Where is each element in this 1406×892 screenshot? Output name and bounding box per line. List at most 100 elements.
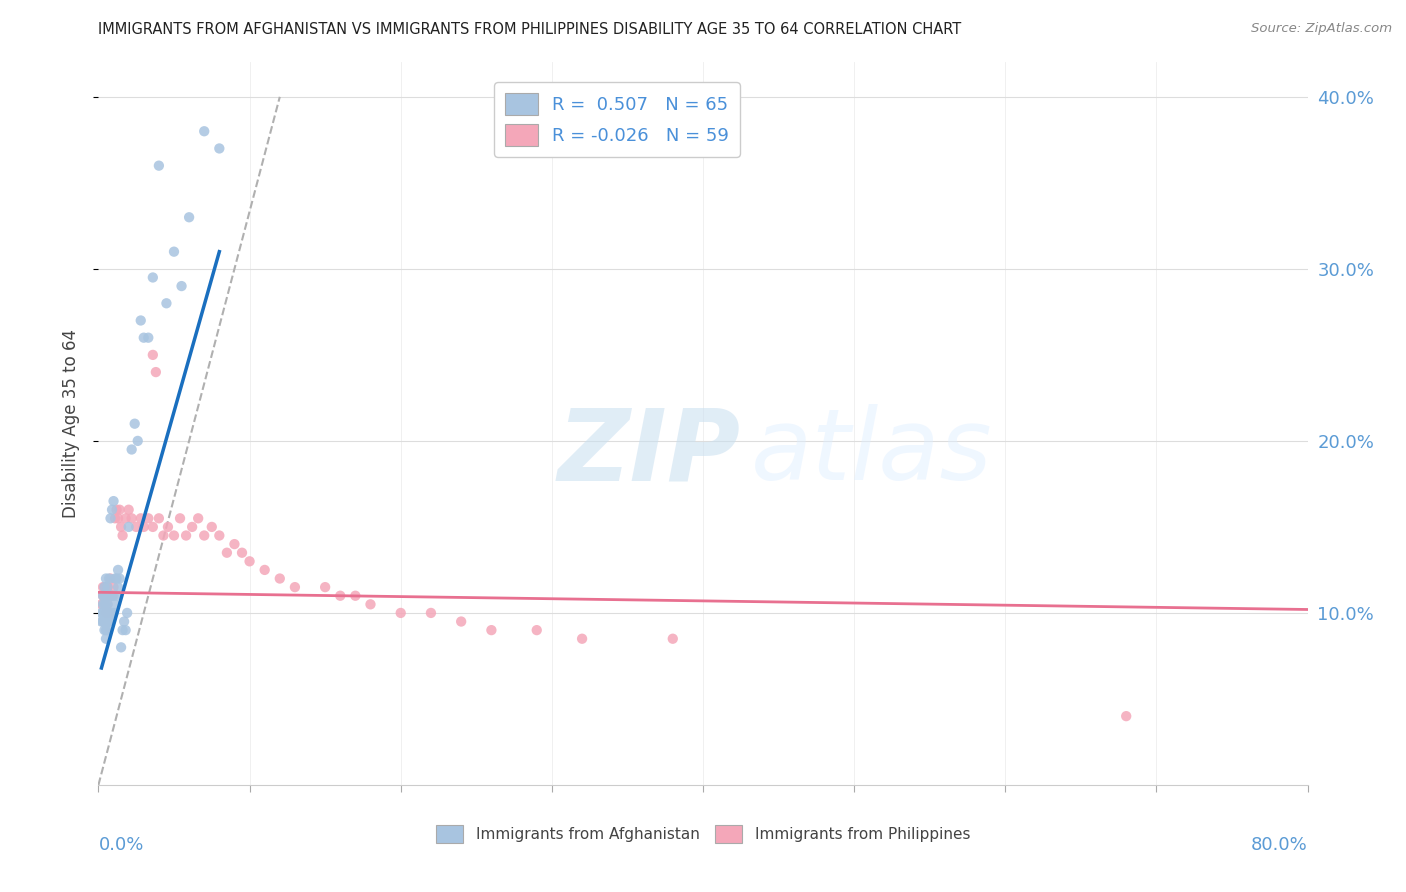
Point	[96, 606, 118, 620]
Point	[156, 520, 179, 534]
Point	[127, 434, 149, 448]
Point	[114, 623, 136, 637]
Point	[155, 296, 177, 310]
Point	[231, 546, 253, 560]
Point	[96, 580, 118, 594]
Point	[94, 623, 117, 637]
Point	[96, 598, 118, 612]
Legend: Immigrants from Afghanistan, Immigrants from Philippines: Immigrants from Afghanistan, Immigrants …	[430, 819, 976, 849]
Point	[329, 589, 352, 603]
Text: Source: ZipAtlas.com: Source: ZipAtlas.com	[1251, 22, 1392, 36]
Point	[526, 623, 548, 637]
Point	[96, 580, 118, 594]
Point	[100, 606, 122, 620]
Point	[481, 623, 503, 637]
Point	[94, 606, 117, 620]
Point	[90, 606, 112, 620]
Point	[661, 632, 683, 646]
Y-axis label: Disability Age 35 to 64: Disability Age 35 to 64	[62, 329, 80, 518]
Point	[91, 615, 114, 629]
Point	[121, 511, 143, 525]
Point	[253, 563, 276, 577]
Point	[93, 615, 115, 629]
Point	[193, 528, 215, 542]
Point	[94, 580, 117, 594]
Point	[129, 511, 152, 525]
Point	[110, 640, 132, 655]
Point	[111, 528, 134, 542]
Point	[344, 589, 367, 603]
Point	[112, 615, 135, 629]
Point	[103, 606, 125, 620]
Point	[169, 511, 191, 525]
Point	[104, 598, 127, 612]
Point	[170, 279, 193, 293]
Point	[104, 572, 127, 586]
Point	[101, 606, 124, 620]
Point	[93, 580, 115, 594]
Point	[118, 502, 141, 516]
Point	[105, 589, 128, 603]
Point	[152, 528, 174, 542]
Point	[96, 615, 118, 629]
Point	[111, 623, 134, 637]
Point	[100, 511, 122, 525]
Point	[90, 598, 112, 612]
Point	[284, 580, 307, 594]
Point	[239, 554, 262, 568]
Point	[132, 520, 155, 534]
Point	[103, 589, 125, 603]
Point	[174, 528, 197, 542]
Point	[136, 511, 159, 525]
Point	[121, 442, 143, 457]
Point	[94, 598, 117, 612]
Point	[450, 615, 472, 629]
Point	[94, 606, 117, 620]
Point	[125, 520, 148, 534]
Point	[90, 615, 112, 629]
Point	[98, 606, 121, 620]
Point	[96, 623, 118, 637]
Point	[145, 365, 167, 379]
Point	[96, 598, 118, 612]
Point	[98, 589, 121, 603]
Point	[93, 580, 115, 594]
Point	[101, 589, 124, 603]
Point	[104, 511, 127, 525]
Point	[108, 502, 131, 516]
Point	[93, 623, 115, 637]
Point	[91, 580, 114, 594]
Point	[105, 572, 128, 586]
Text: atlas: atlas	[751, 404, 993, 501]
Point	[208, 141, 231, 155]
Point	[93, 589, 115, 603]
Point	[98, 606, 121, 620]
Point	[208, 528, 231, 542]
Point	[94, 615, 117, 629]
Point	[136, 331, 159, 345]
Point	[91, 598, 114, 612]
Point	[142, 348, 165, 362]
Point	[100, 572, 122, 586]
Point	[129, 313, 152, 327]
Point	[107, 563, 129, 577]
Point	[124, 417, 146, 431]
Point	[269, 572, 291, 586]
Point	[98, 572, 121, 586]
Point	[101, 589, 124, 603]
Point	[187, 511, 209, 525]
Point	[94, 589, 117, 603]
Point	[110, 520, 132, 534]
Point	[148, 159, 170, 173]
Point	[91, 589, 114, 603]
Point	[107, 580, 129, 594]
Point	[101, 502, 124, 516]
Point	[94, 632, 117, 646]
Point	[181, 520, 204, 534]
Point	[201, 520, 224, 534]
Point	[360, 598, 382, 612]
Point	[103, 494, 125, 508]
Text: 0.0%: 0.0%	[98, 836, 143, 854]
Point	[93, 598, 115, 612]
Point	[103, 580, 125, 594]
